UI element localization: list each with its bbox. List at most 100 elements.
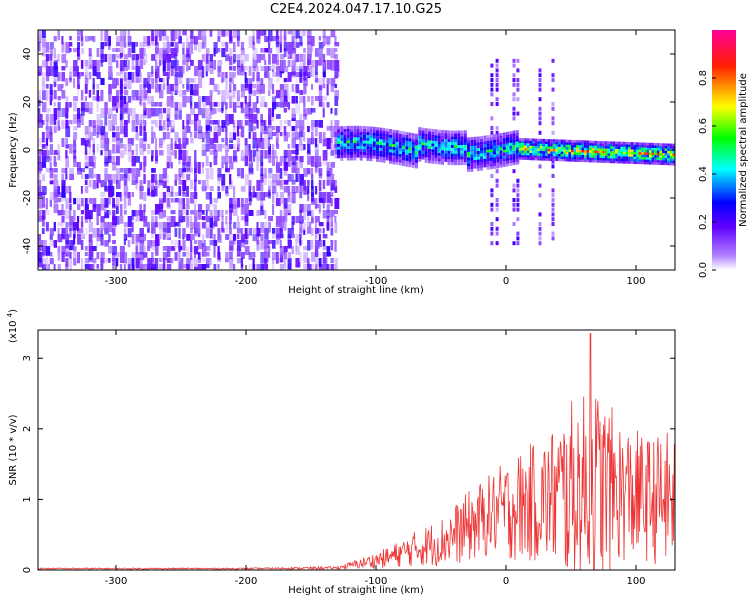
heatmap-cell (73, 234, 76, 245)
heatmap-cell (49, 228, 54, 236)
heatmap-cell (291, 246, 294, 254)
heatmap-cell (633, 149, 636, 152)
heatmap-cell (96, 144, 100, 153)
heatmap-cell (135, 252, 140, 260)
heatmap-cell (287, 144, 290, 149)
heatmap-cell (194, 198, 198, 205)
heatmap-cell (537, 148, 540, 151)
heatmap-cell (620, 151, 623, 154)
heatmap-cell (233, 234, 237, 241)
heatmap-cell (398, 156, 402, 160)
heatmap-cell (170, 198, 174, 203)
heatmap-cell (563, 146, 566, 150)
heatmap-cell (236, 126, 240, 137)
heatmap-cell (483, 152, 487, 156)
heatmap-cell (369, 126, 373, 130)
heatmap-cell (496, 142, 500, 146)
heatmap-cell (170, 246, 176, 251)
heatmap-cell (615, 141, 618, 145)
heatmap-cell (77, 228, 82, 234)
heatmap-cell (139, 144, 145, 155)
heatmap-cell (77, 48, 80, 57)
heatmap-cell (80, 174, 84, 179)
heatmap-cell (96, 174, 101, 184)
heatmap-cell (441, 150, 444, 154)
heatmap-cell (201, 144, 206, 156)
heatmap-cell (359, 134, 363, 138)
heatmap-cell (252, 42, 256, 50)
heatmap-cell (80, 60, 84, 69)
heatmap-cell (162, 180, 167, 188)
heatmap-cell (73, 114, 78, 124)
heatmap-cell (343, 146, 347, 150)
heatmap-cell (295, 162, 299, 171)
heatmap-cell (229, 240, 234, 251)
heatmap-cell (620, 146, 623, 150)
heatmap-cell (166, 144, 172, 156)
heatmap-cell (151, 174, 155, 183)
heatmap-cell (291, 234, 295, 239)
heatmap-cell (646, 154, 649, 158)
heatmap-cell (550, 148, 553, 152)
heatmap-cell (610, 155, 613, 159)
heatmap-cell (217, 180, 221, 185)
heatmap-cell (84, 180, 88, 185)
heatmap-cell (291, 228, 294, 235)
heatmap-cell (392, 149, 396, 153)
heatmap-cell (225, 114, 230, 121)
heatmap-cell (483, 158, 487, 162)
heatmap-cell (326, 216, 330, 228)
heatmap-cell (402, 145, 405, 149)
heatmap-cell (586, 157, 590, 160)
heatmap-cell (398, 151, 402, 154)
heatmap-cell (589, 152, 592, 156)
heatmap-cell (84, 144, 88, 155)
heatmap-cell (201, 168, 204, 174)
heatmap-cell (272, 114, 275, 122)
heatmap-cell (620, 158, 623, 162)
heatmap-cell (104, 210, 110, 219)
heatmap-cell (623, 158, 626, 162)
heatmap-cell (291, 42, 295, 51)
heatmap-cell (330, 84, 335, 92)
heatmap-cell (490, 226, 494, 231)
heatmap-cell (299, 162, 303, 169)
heatmap-cell (252, 126, 256, 131)
heatmap-cell (279, 42, 282, 53)
heatmap-cell (158, 264, 163, 270)
heatmap-cell (80, 30, 83, 41)
heatmap-cell (162, 60, 166, 72)
heatmap-cell (330, 144, 335, 151)
heatmap-cell (516, 183, 520, 188)
heatmap-cell (252, 132, 257, 140)
heatmap-cell (334, 126, 339, 135)
heatmap-cell (170, 150, 175, 156)
heatmap-cell (116, 258, 119, 267)
heatmap-cell (213, 84, 218, 92)
heatmap-cell (516, 111, 520, 116)
heatmap-cell (268, 90, 271, 96)
heatmap-cell (512, 222, 516, 226)
heatmap-cell (291, 30, 295, 42)
heatmap-cell (151, 96, 154, 105)
heatmap-cell (287, 252, 292, 259)
heatmap-cell (318, 228, 322, 234)
heatmap-cell (190, 264, 194, 270)
heatmap-cell (483, 141, 487, 145)
heatmap-cell (369, 143, 373, 147)
heatmap-cell (467, 146, 470, 149)
heatmap-cell (560, 139, 564, 143)
heatmap-cell (353, 125, 357, 129)
heatmap-cell (651, 147, 655, 151)
heatmap-cell (166, 264, 172, 270)
heatmap-cell (623, 153, 626, 157)
heatmap-cell (463, 153, 467, 157)
heatmap-cell (521, 145, 525, 148)
heatmap-cell (119, 96, 124, 108)
heatmap-cell (617, 141, 621, 145)
heatmap-cell (524, 145, 527, 148)
heatmap-cell (563, 158, 566, 162)
heatmap-cell (483, 144, 487, 148)
heatmap-cell (275, 72, 280, 83)
